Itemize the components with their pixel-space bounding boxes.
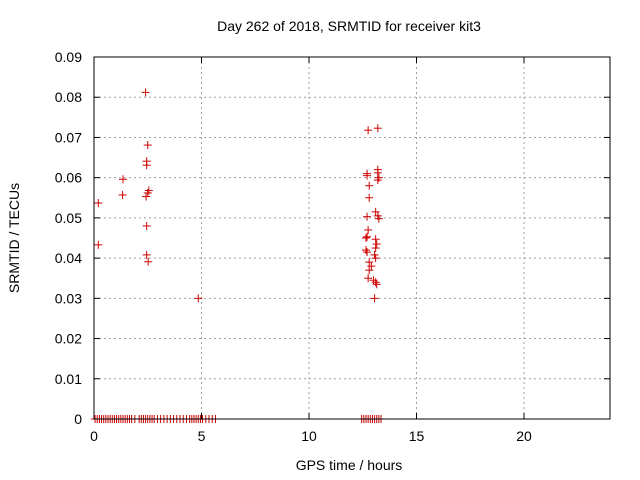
x-tick-label: 20 [516,428,532,444]
data-point [371,207,380,216]
y-tick-label: 0.09 [55,49,82,65]
data-point [142,161,151,170]
data-point [373,168,382,177]
data-point [370,294,379,303]
data-point [372,280,381,289]
plot-frame [93,56,611,420]
y-tick-label: 0.04 [55,250,82,266]
data-point [141,88,150,97]
y-tick-label: 0.03 [55,290,82,306]
data-point [119,175,128,184]
data-point [363,232,372,241]
data-point [364,225,373,234]
y-tick-label: 0 [74,411,82,427]
data-point [363,171,372,180]
data-point [367,262,376,271]
x-tick-label: 0 [90,428,98,444]
data-point [371,278,380,287]
data-point [194,294,203,303]
y-axis-label: SRMTID / TECUs [6,183,22,293]
data-point [361,234,370,242]
data-point [142,221,151,230]
axis-ticks [93,56,610,420]
data-point [142,192,151,201]
data-point [94,240,103,249]
data-point [372,240,381,249]
y-tick-label: 0.05 [55,210,82,226]
y-tick-labels: 0 0.01 0.02 0.03 0.04 0.05 0.06 0.07 0.08 0.09 [55,49,82,427]
data-point [143,141,152,150]
y-tick-label: 0.02 [55,331,82,347]
data-point [118,190,127,199]
grid [94,57,610,419]
y-tick-label: 0.01 [55,371,82,387]
x-tick-label: 5 [198,428,206,444]
data-point [143,188,152,197]
data-point [94,199,103,208]
y-tick-label: 0.06 [55,170,82,186]
data-points [91,88,386,423]
data-point [365,181,374,190]
data-point [365,266,374,275]
data-point [142,250,151,259]
data-point [361,246,370,255]
data-point [371,235,380,244]
chart-title: Day 262 of 2018, SRMTID for receiver kit… [217,18,481,34]
x-axis-label: GPS time / hours [296,457,403,473]
data-point [364,274,373,283]
data-point [373,176,382,185]
x-tick-label: 10 [301,428,317,444]
data-point [371,244,380,253]
data-point [364,126,373,135]
data-point [365,193,374,202]
x-tick-label: 15 [409,428,425,444]
data-point [365,258,374,267]
data-point [363,212,372,221]
y-tick-label: 0.08 [55,89,82,105]
data-point [369,276,378,285]
data-point [371,254,380,263]
data-point [363,248,372,257]
data-point [374,214,383,223]
y-tick-label: 0.07 [55,129,82,145]
data-point [370,250,379,259]
data-point [144,257,153,266]
x-tick-labels: 0 5 10 15 20 [90,428,532,444]
data-point [373,124,382,133]
